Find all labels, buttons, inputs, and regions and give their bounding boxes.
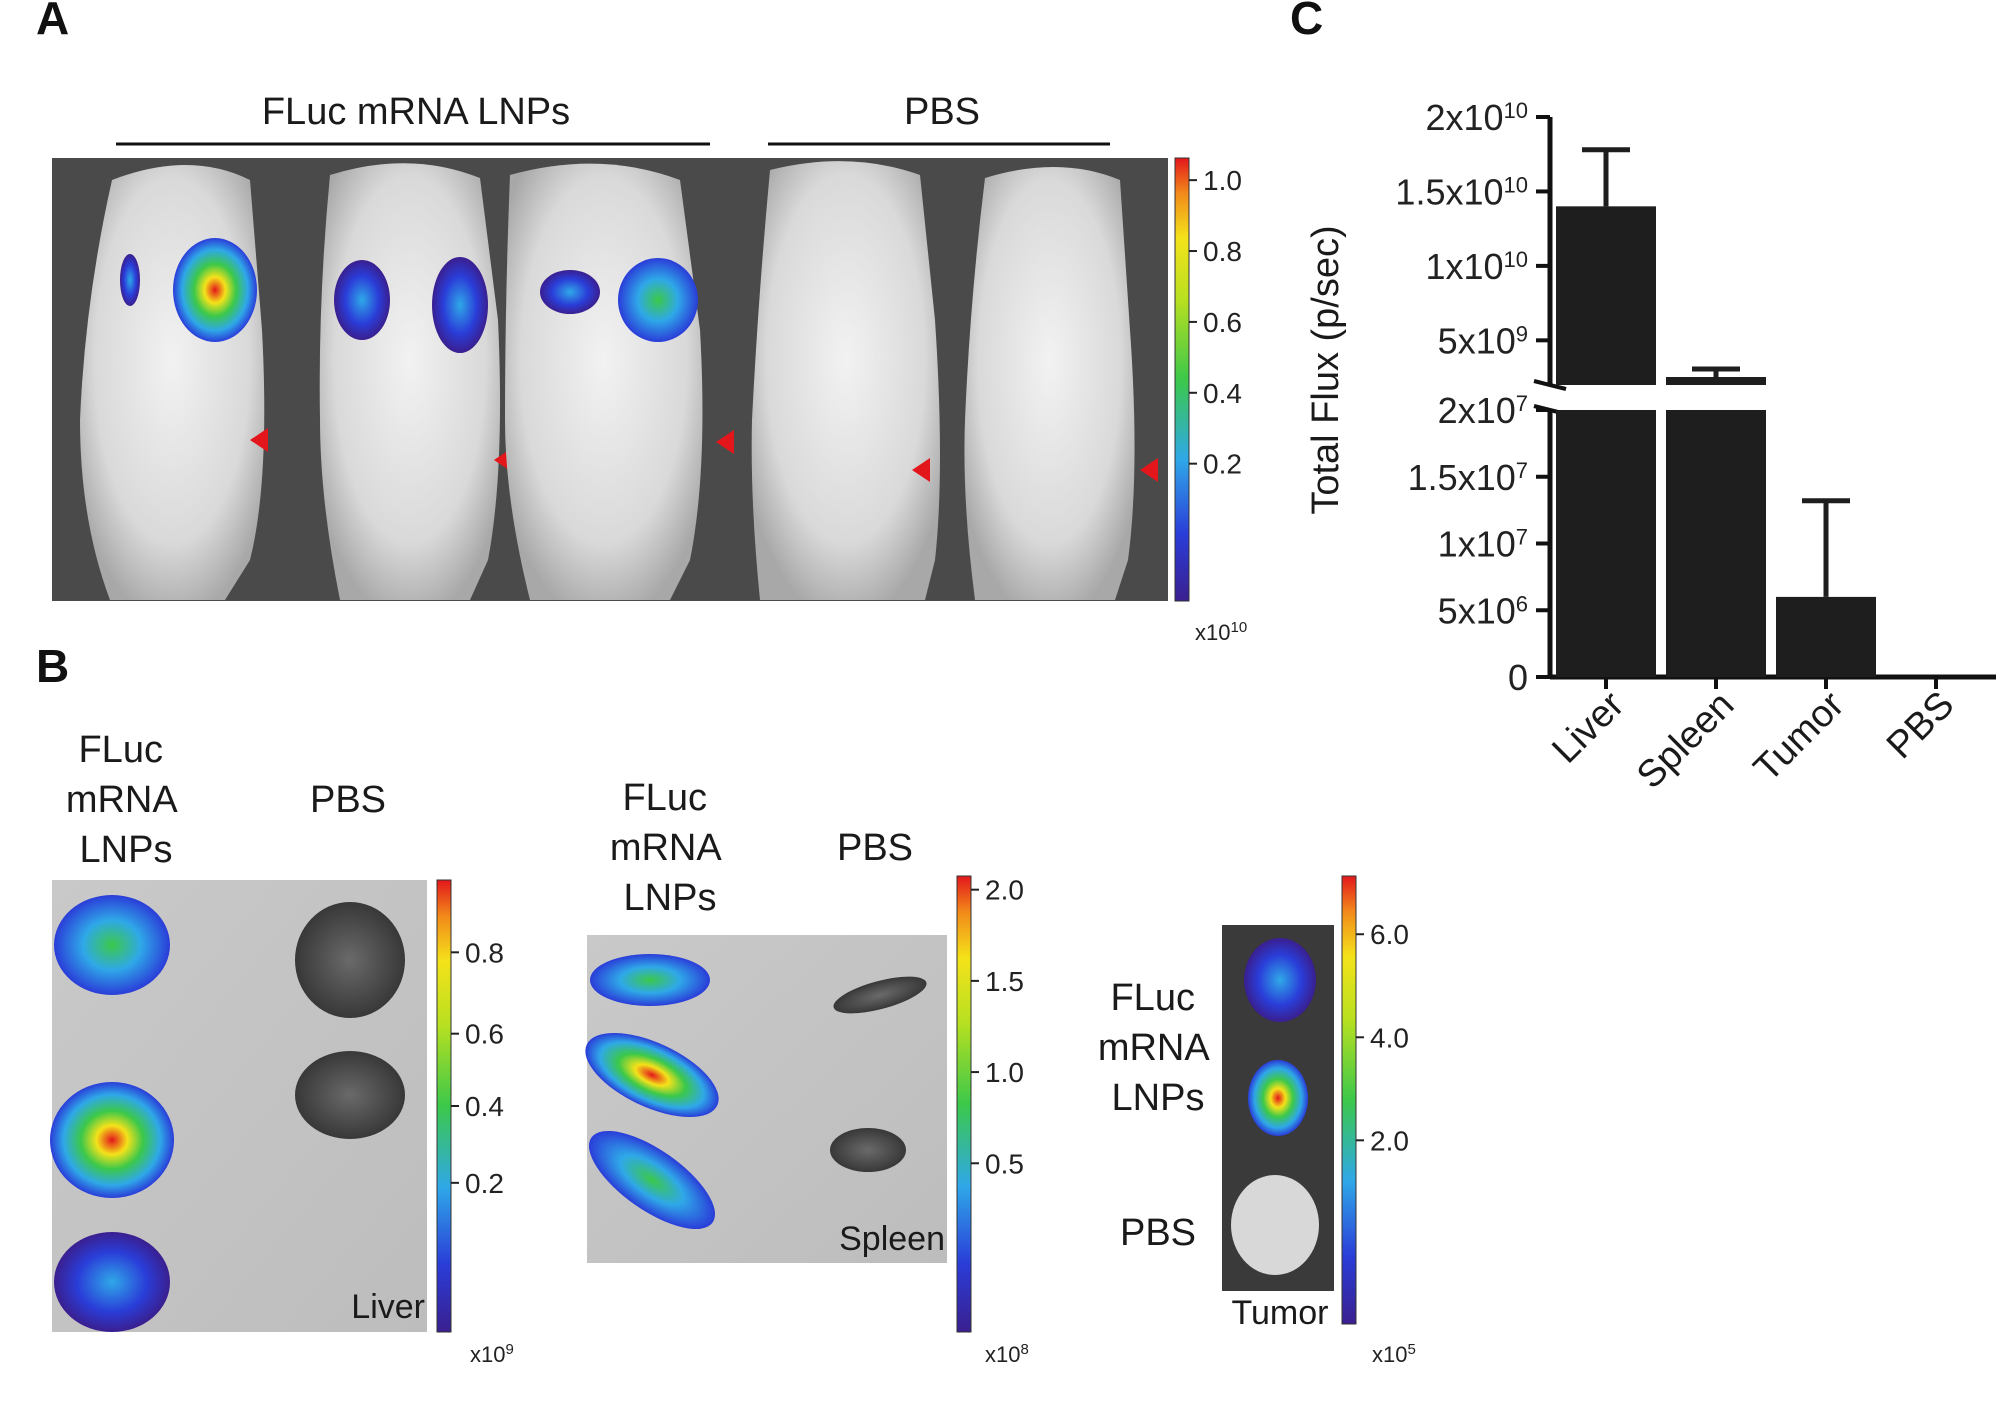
tumor-fluc-1 [1244, 938, 1316, 1022]
x-tick-label-liver: Liver [1544, 683, 1632, 771]
y-tick-label: 1.5x1010 [1395, 171, 1528, 212]
tumor-colorbar-tick-label: 6.0 [1370, 919, 1409, 950]
mouse-4 [751, 161, 940, 600]
panel-b-liver: FLuc mRNA LNPs PBS Liver 0.8 0.6 0.4 0.2 x1… [50, 729, 514, 1367]
mouse-3-liver-signal [618, 258, 698, 342]
y-tick-label: 2x1010 [1425, 97, 1528, 138]
tumor-fluc-label: FLuc mRNA LNPs [1098, 977, 1218, 1119]
spleen-colorbar-tick-label: 2.0 [985, 875, 1024, 906]
liver-colorbar [436, 879, 452, 1333]
spleen-colorbar-multiplier: x108 [985, 1341, 1029, 1368]
liver-fluc-1 [54, 895, 170, 995]
mouse-3 [505, 163, 734, 601]
mouse-2 [319, 163, 512, 600]
spleen-pbs-1 [833, 976, 927, 1014]
bar-liver-upper [1556, 206, 1656, 385]
panel-a-group-fluc-label: FLuc mRNA LNPs [262, 91, 570, 133]
y-tick-label: 1x1010 [1425, 246, 1528, 287]
tumor-arrow-3 [716, 430, 734, 454]
x-tick-label-spleen: Spleen [1629, 684, 1742, 797]
tumor-colorbar-multiplier: x105 [1372, 1341, 1416, 1368]
flux-bar-chart: Total Flux (p/sec) 0 5x106 1x107 1.5x107 2x1… [1305, 97, 1996, 797]
mouse-1-liver-signal [173, 238, 257, 342]
panel-c-letter: C [1290, 0, 1323, 44]
panel-a-colorbar-tick-label: 0.6 [1203, 307, 1242, 338]
liver-fluc-3 [54, 1232, 170, 1332]
panel-a-letter: A [36, 0, 69, 44]
spleen-fluc-1 [590, 954, 710, 1006]
spleen-organ-label: Spleen [839, 1220, 945, 1258]
liver-colorbar-tick-label: 0.8 [465, 937, 504, 968]
spleen-fluc-3 [588, 1130, 716, 1230]
panel-a-colorbar-tick-label: 0.2 [1203, 449, 1242, 480]
tumor-pbs-1 [1231, 1175, 1319, 1275]
liver-colorbar-tick-label: 0.2 [465, 1168, 504, 1199]
panel-a-colorbar-multiplier: x1010 [1195, 619, 1247, 646]
panel-a-image [52, 158, 1168, 601]
x-tick-label-tumor: Tumor [1746, 683, 1853, 790]
liver-colorbar-multiplier: x109 [470, 1341, 514, 1368]
tumor-colorbar [1341, 875, 1357, 1325]
mouse-5 [964, 166, 1158, 600]
panel-a-colorbar-tick-label: 0.4 [1203, 378, 1242, 409]
y-tick-label: 5x106 [1438, 590, 1528, 631]
spleen-fluc-2 [585, 1032, 719, 1118]
tumor-arrow-4 [912, 458, 930, 482]
tumor-colorbar-tick-label: 2.0 [1370, 1125, 1409, 1156]
panel-a-colorbar-tick-label: 0.8 [1203, 236, 1242, 267]
bar-spleen-lower [1666, 410, 1766, 677]
tumor-arrow-1 [250, 428, 268, 452]
panel-b-spleen: FLuc mRNA LNPs PBS Spleen 2.0 1.5 1.0 0.5 x… [585, 777, 1029, 1368]
panel-a-colorbar-tick-label: 1.0 [1203, 165, 1242, 196]
panel-a-colorbar: 1.0 0.8 0.6 0.4 0.2 x1010 [1174, 157, 1247, 646]
tumor-organ-label: Tumor [1232, 1294, 1329, 1332]
bar-spleen-upper [1666, 377, 1766, 385]
spleen-colorbar [956, 875, 972, 1333]
mouse-2-liver-signal [432, 257, 488, 353]
spleen-colorbar-tick-label: 0.5 [985, 1148, 1024, 1179]
panel-b-tumor: FLuc mRNA LNPs PBS Tumor 6.0 4.0 2.0 x105 [1098, 875, 1416, 1368]
y-tick-label: 0 [1508, 657, 1528, 698]
panel-b-letter: B [36, 640, 69, 692]
liver-fluc-label: FLuc mRNA LNPs [66, 729, 186, 871]
tumor-arrow-5 [1140, 458, 1158, 482]
liver-pbs-2 [295, 1051, 405, 1139]
liver-pbs-1 [295, 902, 405, 1018]
tumor-colorbar-tick-label: 4.0 [1370, 1022, 1409, 1053]
y-tick-label: 2x107 [1438, 390, 1528, 431]
spleen-pbs-2 [830, 1128, 906, 1172]
spleen-colorbar-tick-label: 1.5 [985, 966, 1024, 997]
y-tick-label: 1.5x107 [1408, 457, 1528, 498]
panel-a-group-pbs-label: PBS [904, 91, 980, 133]
spleen-colorbar-tick-label: 1.0 [985, 1057, 1024, 1088]
x-tick-label-pbs: PBS [1879, 684, 1962, 767]
liver-colorbar-tick-label: 0.4 [465, 1091, 504, 1122]
mouse-1 [80, 165, 268, 600]
spleen-pbs-label: PBS [837, 827, 913, 869]
tumor-fluc-2 [1248, 1060, 1308, 1136]
tumor-pbs-label: PBS [1120, 1212, 1196, 1254]
y-tick-label: 1x107 [1438, 524, 1528, 565]
axis-break-mark-upper [1533, 379, 1567, 391]
liver-organ-label: Liver [351, 1288, 425, 1326]
bar-liver-lower [1556, 410, 1656, 677]
chart-ylabel: Total Flux (p/sec) [1305, 225, 1347, 514]
liver-fluc-2 [50, 1082, 174, 1198]
spleen-fluc-label: FLuc mRNA LNPs [610, 777, 730, 919]
liver-colorbar-tick-label: 0.6 [465, 1019, 504, 1050]
bar-tumor [1776, 596, 1876, 677]
liver-pbs-label: PBS [310, 779, 386, 821]
y-tick-label: 5x109 [1438, 320, 1528, 361]
